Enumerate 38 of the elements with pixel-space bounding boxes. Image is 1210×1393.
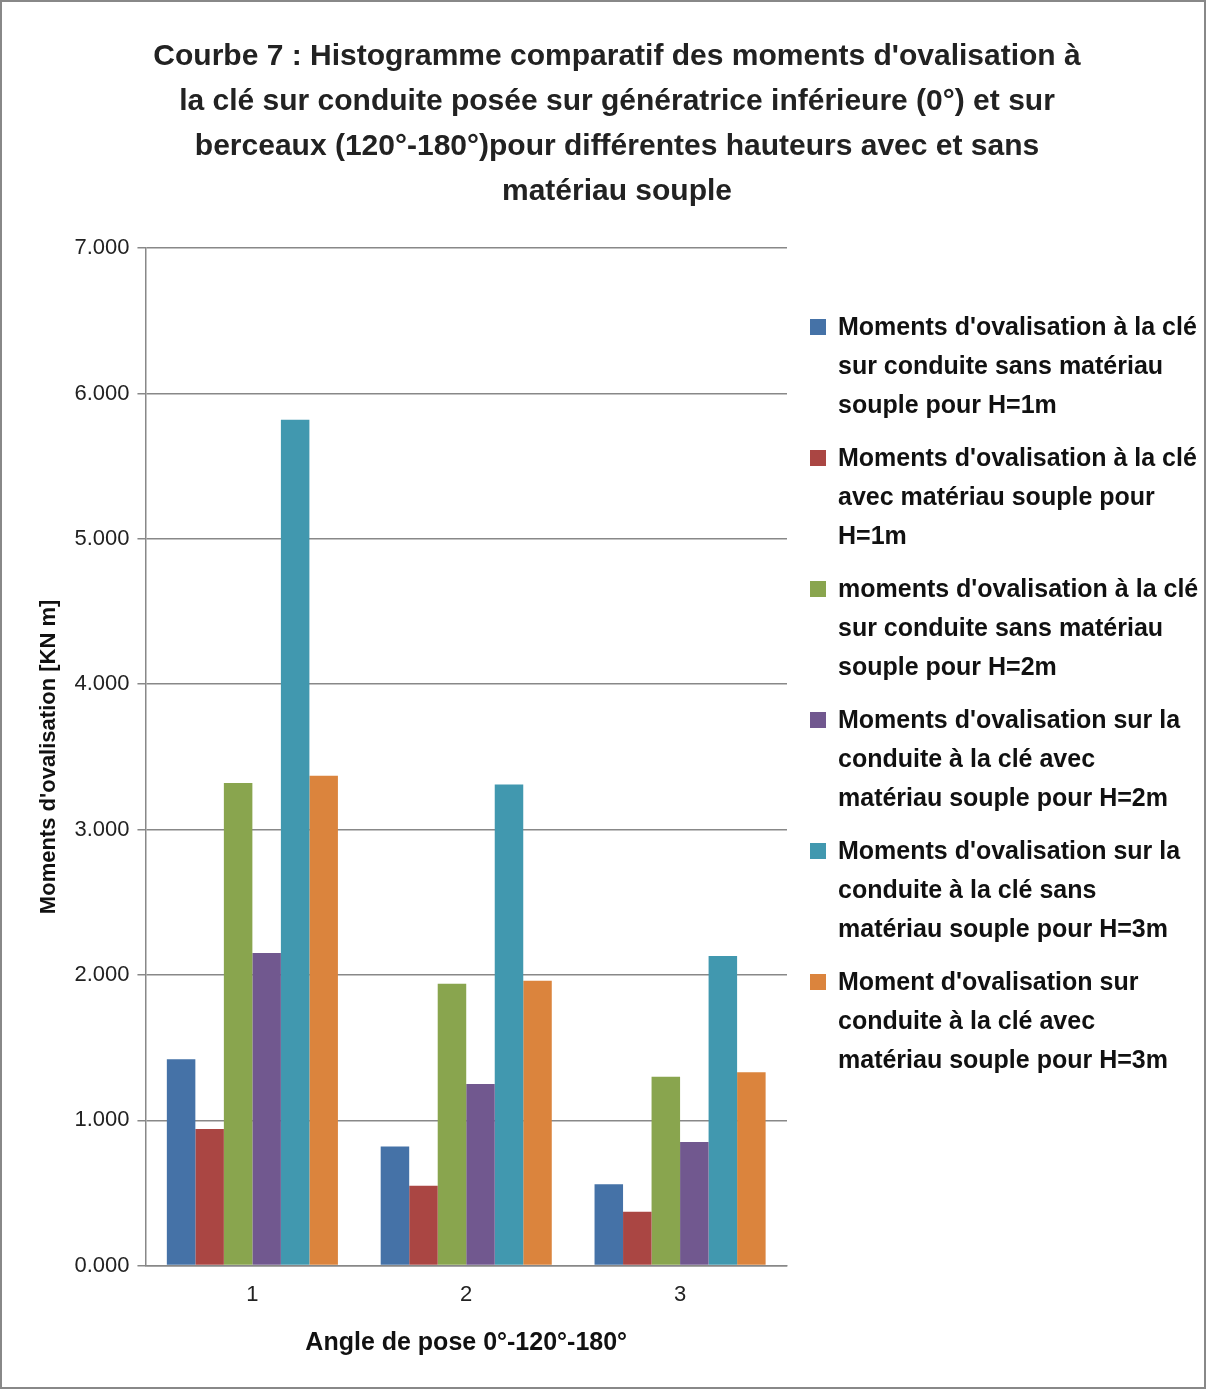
legend-label: Moments d'ovalisation sur la conduite à la clé avec matériau souple pour H=2m — [837, 704, 1182, 813]
bar — [466, 1083, 495, 1265]
bar — [680, 1142, 709, 1265]
bar — [523, 980, 552, 1265]
y-tick-label: 1.000 — [74, 1106, 130, 1132]
bar — [195, 1128, 224, 1265]
x-tick-label: 3 — [673, 1280, 687, 1306]
legend-label: Moments d'ovalisation à la clé avec matériau souple pour H=1m — [837, 442, 1198, 551]
legend-label: Moments d'ovalisation à la clé sur conduite sans matériau souple pour H=1m — [837, 311, 1198, 420]
bar — [623, 1211, 652, 1265]
chart-title: Courbe 7 : Histogramme comparatif des moments d'ovalisation à la clé sur conduite posée sur génératrice inférieure (0°) et sur berceaux (120°-180°)pour différentes hauteurs avec et sans matériau souple — [152, 37, 1082, 208]
legend-label: moments d'ovalisation à la clé sur conduite sans matériau souple pour H=2m — [837, 573, 1200, 682]
y-tick-label: 4.000 — [74, 670, 130, 696]
bar — [166, 1059, 196, 1265]
x-tick-label: 2 — [460, 1280, 473, 1306]
bar — [309, 775, 338, 1265]
bar — [708, 956, 738, 1265]
bar — [437, 983, 467, 1265]
y-tick-label: 5.000 — [74, 524, 130, 550]
y-tick-label: 0.000 — [74, 1251, 130, 1277]
bar — [409, 1185, 438, 1265]
bar — [651, 1076, 681, 1265]
bar — [223, 783, 253, 1265]
y-tick-label: 2.000 — [74, 960, 130, 986]
x-tick-label: 1 — [246, 1280, 259, 1306]
y-tick-label: 7.000 — [74, 234, 130, 260]
legend-label: Moments d'ovalisation sur la conduite à la clé sans matériau souple pour H=3m — [837, 835, 1182, 944]
bar — [594, 1184, 624, 1265]
bar — [280, 419, 310, 1265]
x-axis-title: Angle de pose 0°-120°-180° — [305, 1326, 628, 1355]
y-tick-label: 6.000 — [74, 379, 130, 405]
legend-label: Moment d'ovalisation sur conduite à la clé avec matériau souple pour H=3m — [837, 966, 1169, 1075]
bar — [252, 953, 281, 1265]
bar — [494, 784, 524, 1265]
y-tick-label: 3.000 — [74, 815, 130, 841]
bar — [737, 1072, 766, 1265]
bar — [380, 1146, 410, 1265]
y-axis-title: Moments d'ovalisation [KN m] — [35, 599, 61, 915]
